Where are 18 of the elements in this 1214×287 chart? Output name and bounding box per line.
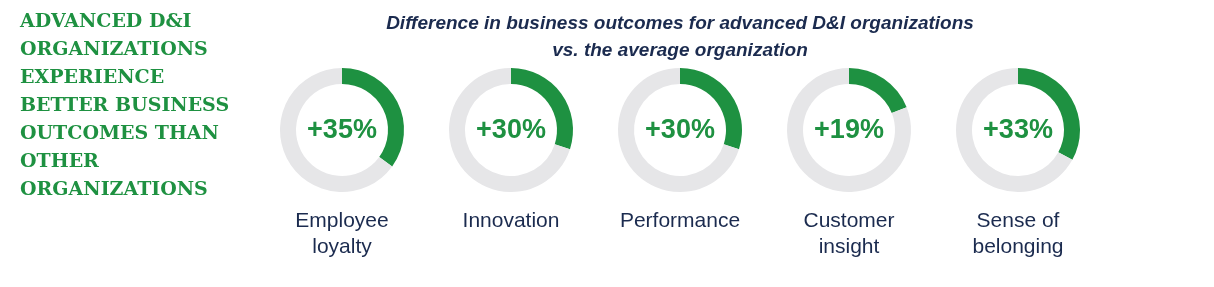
donut-slice: [849, 68, 907, 114]
text: Employee loyalty: [295, 208, 389, 257]
donut-slice: [618, 68, 739, 192]
text: Performance: [619, 208, 741, 231]
text: Customer insight: [803, 208, 895, 257]
text: Innovation: [462, 208, 560, 231]
data-label: +30%: [645, 114, 715, 144]
data-label: +19%: [814, 114, 884, 144]
text: ADVANCED D&I ORGANIZATIONS EXPERIENCE BETTER BUSINESS OUTCOMES THAN OTHER ORGANIZATIONS: [19, 9, 230, 199]
data-label: +35%: [307, 114, 377, 144]
data-label: +33%: [983, 114, 1053, 144]
text: Sense of belonging: [972, 208, 1064, 257]
text: Difference in business outcomes for advanced D&I organizations vs. the average organization: [386, 12, 974, 60]
donut-slice: [956, 68, 1073, 192]
donut-slice: [280, 68, 393, 192]
donut-slice: [787, 68, 911, 192]
data-label: +30%: [476, 114, 546, 144]
donut-slice: [449, 68, 570, 192]
